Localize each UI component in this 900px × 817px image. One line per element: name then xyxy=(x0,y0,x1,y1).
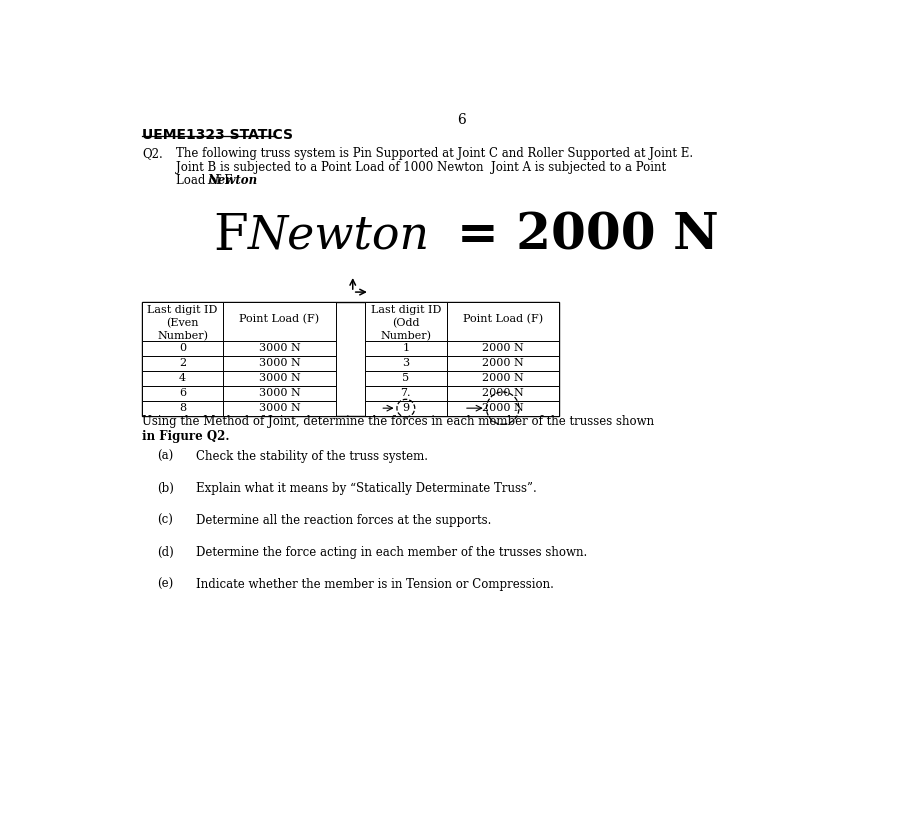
Text: 4: 4 xyxy=(179,373,186,383)
Text: 3000 N: 3000 N xyxy=(258,343,301,353)
Text: Q2.: Q2. xyxy=(142,147,163,160)
Bar xyxy=(223,341,336,355)
Text: 1: 1 xyxy=(402,343,410,353)
Bar xyxy=(142,302,559,416)
Bar xyxy=(446,341,559,355)
Text: 0: 0 xyxy=(179,343,186,353)
Text: Newton: Newton xyxy=(207,174,257,187)
Bar xyxy=(446,371,559,386)
Text: = 2000 N: = 2000 N xyxy=(457,212,719,261)
Text: 3000 N: 3000 N xyxy=(258,373,301,383)
Text: (a): (a) xyxy=(158,450,174,463)
Bar xyxy=(446,400,559,416)
Text: 3: 3 xyxy=(402,358,410,368)
Text: 2: 2 xyxy=(179,358,186,368)
Text: Last digit ID
(Even
Number): Last digit ID (Even Number) xyxy=(148,306,218,342)
Text: Check the stability of the truss system.: Check the stability of the truss system. xyxy=(196,450,428,463)
Text: 2000 N: 2000 N xyxy=(482,388,524,398)
Text: The following truss system is Pin Supported at Joint C and Roller Supported at J: The following truss system is Pin Suppor… xyxy=(176,147,693,160)
Text: 6: 6 xyxy=(179,388,186,398)
Text: 5: 5 xyxy=(402,373,410,383)
Bar xyxy=(446,302,559,341)
Text: 2000 N: 2000 N xyxy=(482,403,524,413)
Text: Point Load (F): Point Load (F) xyxy=(463,315,543,324)
Text: Load of F: Load of F xyxy=(176,174,237,187)
Text: Point Load (F): Point Load (F) xyxy=(239,315,320,324)
Bar xyxy=(223,386,336,400)
Text: 2000 N: 2000 N xyxy=(482,373,524,383)
Text: 9: 9 xyxy=(402,403,410,413)
Text: UEME1323 STATICS: UEME1323 STATICS xyxy=(142,128,293,142)
Text: F: F xyxy=(213,211,248,261)
Bar xyxy=(223,302,336,341)
Bar xyxy=(223,400,336,416)
Bar xyxy=(365,302,446,341)
Bar xyxy=(446,355,559,371)
Bar xyxy=(365,355,446,371)
Text: Using the Method of Joint, determine the forces in each member of the trusses sh: Using the Method of Joint, determine the… xyxy=(142,415,654,428)
Text: 2000 N: 2000 N xyxy=(482,358,524,368)
Text: 8: 8 xyxy=(179,403,186,413)
Bar xyxy=(365,341,446,355)
Bar xyxy=(142,302,223,341)
Bar xyxy=(223,355,336,371)
Text: Determine all the reaction forces at the supports.: Determine all the reaction forces at the… xyxy=(196,514,491,527)
Text: Explain what it means by “Statically Determinate Truss”.: Explain what it means by “Statically Det… xyxy=(196,482,537,495)
Text: 3000 N: 3000 N xyxy=(258,388,301,398)
Text: 3000 N: 3000 N xyxy=(258,403,301,413)
Bar xyxy=(365,400,446,416)
Bar xyxy=(223,371,336,386)
Text: Joint B is subjected to a Point Load of 1000 Newton  Joint A is subjected to a P: Joint B is subjected to a Point Load of … xyxy=(176,161,666,174)
Bar xyxy=(142,341,223,355)
Text: 6: 6 xyxy=(457,114,465,127)
Text: (d): (d) xyxy=(158,546,175,559)
Bar xyxy=(142,400,223,416)
Bar xyxy=(142,371,223,386)
Text: 2000 N: 2000 N xyxy=(482,343,524,353)
Text: Newton: Newton xyxy=(248,213,430,258)
Text: in Figure Q2.: in Figure Q2. xyxy=(142,430,230,443)
Bar xyxy=(365,386,446,400)
Text: Last digit ID
(Odd
Number): Last digit ID (Odd Number) xyxy=(371,306,441,342)
Text: Indicate whether the member is in Tension or Compression.: Indicate whether the member is in Tensio… xyxy=(196,578,554,591)
Bar xyxy=(446,386,559,400)
Text: 7.: 7. xyxy=(400,388,411,398)
Text: 3000 N: 3000 N xyxy=(258,358,301,368)
Text: Determine the force acting in each member of the trusses shown.: Determine the force acting in each membe… xyxy=(196,546,588,559)
Bar xyxy=(365,371,446,386)
Text: (b): (b) xyxy=(158,482,175,495)
Bar xyxy=(142,355,223,371)
Text: (c): (c) xyxy=(158,514,174,527)
Text: (e): (e) xyxy=(158,578,174,591)
Bar xyxy=(142,386,223,400)
